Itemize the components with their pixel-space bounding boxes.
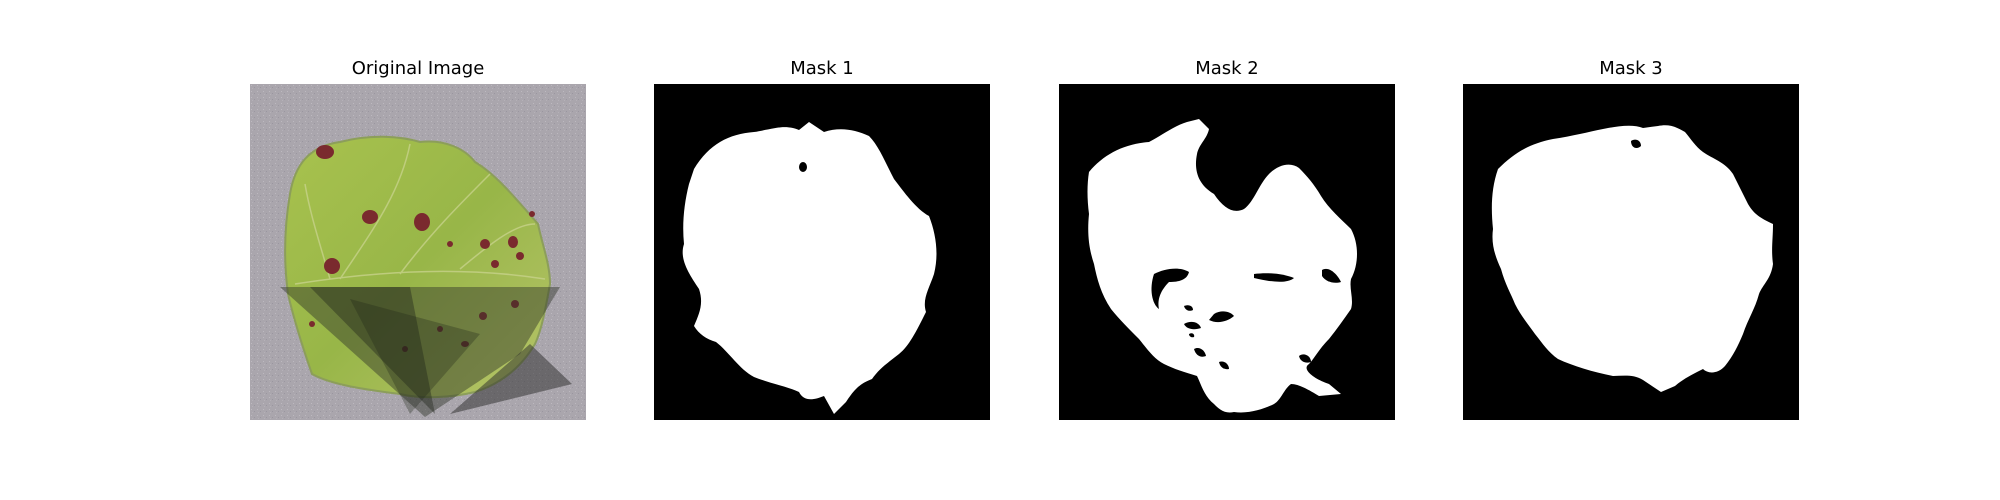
leaf-photo (250, 84, 586, 420)
shadow-overlay (280, 287, 572, 417)
panel-title-mask-2: Mask 2 (1195, 58, 1259, 79)
mask-2-holes (1151, 268, 1341, 376)
panel-mask-1: Mask 1 (654, 0, 990, 500)
mask-3-hole (1631, 139, 1641, 149)
mask-3-image (1463, 84, 1799, 420)
panel-mask-2: Mask 2 (1059, 0, 1395, 500)
panel-title-mask-3: Mask 3 (1599, 58, 1663, 79)
mask-3-region (1491, 125, 1773, 392)
panel-original-image: Original Image (250, 0, 586, 500)
mask-1-image (654, 84, 990, 420)
panel-title-original: Original Image (351, 58, 485, 79)
leaf-spots (309, 145, 535, 352)
mask-1-hole (799, 162, 807, 172)
panel-title-mask-1: Mask 1 (790, 58, 854, 79)
mask-2-region (1087, 119, 1357, 413)
leaf-shape (284, 135, 552, 399)
panel-mask-3: Mask 3 (1463, 0, 1799, 500)
mask-2-image (1059, 84, 1395, 420)
mask-1-region (682, 122, 937, 414)
